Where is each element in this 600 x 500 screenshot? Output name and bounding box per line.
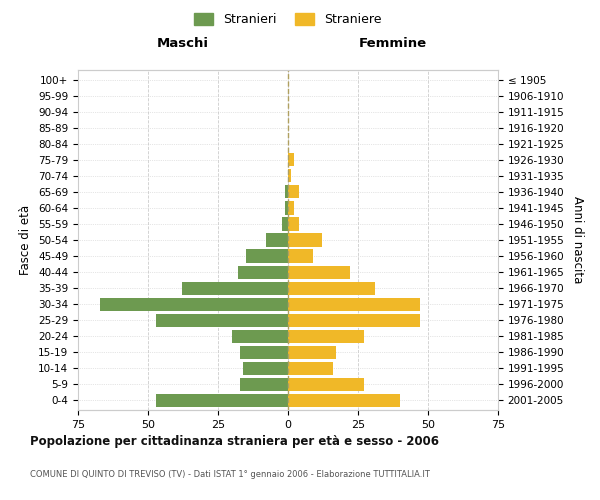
Bar	[288, 153, 293, 166]
Bar	[241, 378, 288, 391]
Bar	[238, 266, 288, 278]
Text: Popolazione per cittadinanza straniera per età e sesso - 2006: Popolazione per cittadinanza straniera p…	[30, 435, 439, 448]
Bar	[288, 378, 364, 391]
Bar	[288, 282, 375, 294]
Bar	[288, 314, 419, 327]
Text: COMUNE DI QUINTO DI TREVISO (TV) - Dati ISTAT 1° gennaio 2006 - Elaborazione TUT: COMUNE DI QUINTO DI TREVISO (TV) - Dati …	[30, 470, 430, 479]
Bar	[285, 186, 288, 198]
Bar	[288, 266, 350, 278]
Bar	[266, 234, 288, 246]
Bar	[157, 314, 288, 327]
Bar	[288, 330, 364, 343]
Text: Maschi: Maschi	[157, 36, 209, 50]
Bar	[246, 250, 288, 262]
Bar	[288, 202, 293, 214]
Bar	[288, 298, 419, 310]
Bar	[285, 202, 288, 214]
Bar	[288, 234, 322, 246]
Bar	[182, 282, 288, 294]
Bar	[243, 362, 288, 375]
Text: Femmine: Femmine	[359, 36, 427, 50]
Bar	[100, 298, 288, 310]
Bar	[241, 346, 288, 359]
Bar	[283, 218, 288, 230]
Bar	[288, 170, 291, 182]
Bar	[288, 394, 400, 407]
Y-axis label: Anni di nascita: Anni di nascita	[571, 196, 584, 284]
Bar	[288, 218, 299, 230]
Bar	[288, 186, 299, 198]
Bar	[288, 362, 333, 375]
Y-axis label: Fasce di età: Fasce di età	[19, 205, 32, 275]
Legend: Stranieri, Straniere: Stranieri, Straniere	[190, 8, 386, 31]
Bar	[157, 394, 288, 407]
Bar	[288, 250, 313, 262]
Bar	[288, 346, 335, 359]
Bar	[232, 330, 288, 343]
